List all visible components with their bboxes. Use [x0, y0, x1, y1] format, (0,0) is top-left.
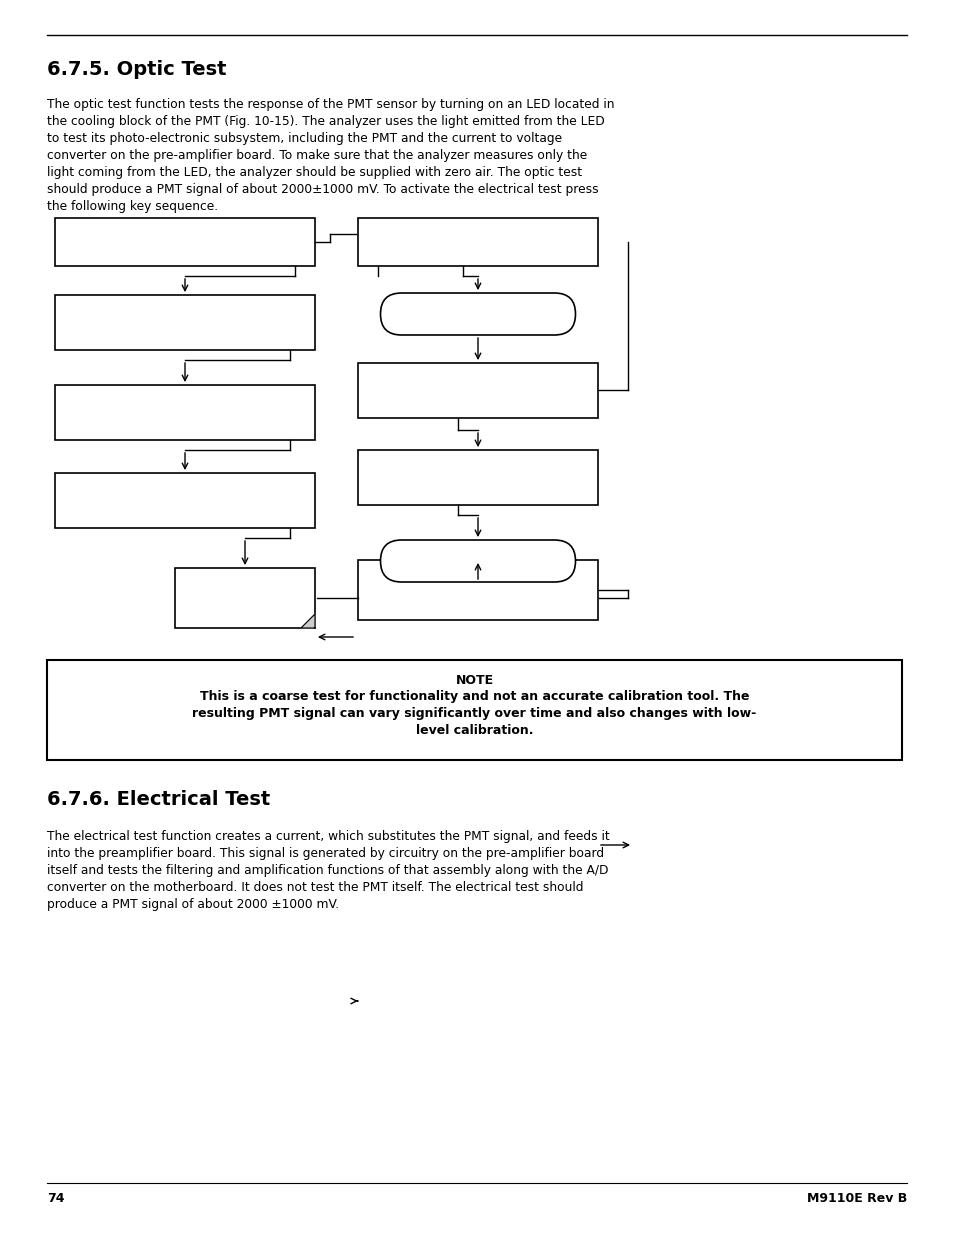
Bar [47, 659, 901, 760]
Text: This is a coarse test for functionality and not an accurate calibration tool. Th: This is a coarse test for functionality … [193, 690, 756, 737]
Bar [357, 363, 598, 417]
FancyBboxPatch shape [380, 293, 575, 335]
Bar [174, 568, 314, 629]
Text: 74: 74 [47, 1192, 65, 1205]
Bar [55, 219, 314, 266]
Bar [357, 559, 598, 620]
Text: M9110E Rev B: M9110E Rev B [806, 1192, 906, 1205]
Text: NOTE: NOTE [455, 674, 493, 687]
Text: The optic test function tests the response of the PMT sensor by turning on an LE: The optic test function tests the respon… [47, 98, 614, 212]
Bar [55, 385, 314, 440]
Text: 6.7.5. Optic Test: 6.7.5. Optic Test [47, 61, 226, 79]
FancyBboxPatch shape [380, 540, 575, 582]
Text: 6.7.6. Electrical Test: 6.7.6. Electrical Test [47, 790, 270, 809]
Text: The electrical test function creates a current, which substitutes the PMT signal: The electrical test function creates a c… [47, 830, 609, 911]
Polygon shape [301, 614, 314, 629]
Bar [55, 473, 314, 529]
Bar [357, 219, 598, 266]
Bar [357, 450, 598, 505]
Bar [55, 295, 314, 350]
